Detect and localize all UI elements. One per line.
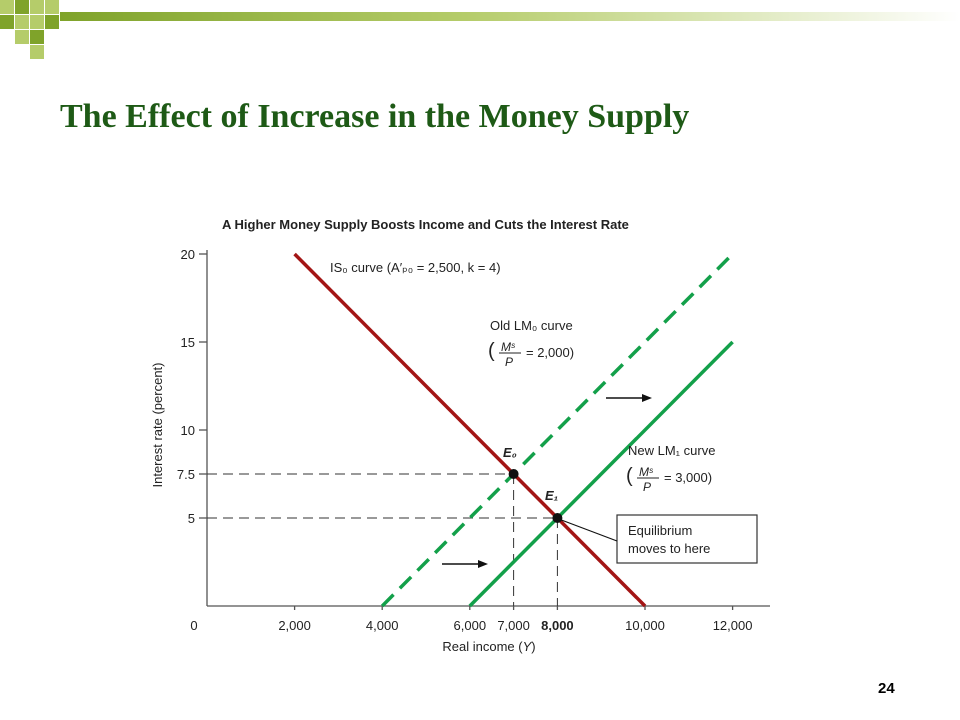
new-lm-p: P <box>643 480 651 494</box>
label-e1: E₁ <box>545 488 558 503</box>
deco-square <box>30 15 44 29</box>
x-tick-label: 6,000 <box>454 618 487 633</box>
deco-square <box>30 30 44 44</box>
equilibrium-callout-line2: moves to here <box>628 541 710 556</box>
x-tick-label: 7,000 <box>497 618 530 633</box>
deco-square <box>45 15 59 29</box>
curve-is0 <box>293 252 647 608</box>
x-tick-label: 4,000 <box>366 618 399 633</box>
deco-top-bar <box>60 12 960 21</box>
new-lm-ms: Mˢ <box>639 465 654 479</box>
is-curve-label: IS₀ curve (A′ₚ₀ = 2,500, k = 4) <box>330 260 501 275</box>
deco-square <box>0 0 14 14</box>
deco-square <box>30 45 44 59</box>
equilibrium-callout-line1: Equilibrium <box>628 523 692 538</box>
deco-square <box>15 15 29 29</box>
deco-square <box>15 0 29 14</box>
shift-arrow-upper-head <box>642 394 652 402</box>
new-lm-label: New LM₁ curve <box>628 443 715 458</box>
new-lm-paren: ( <box>626 465 633 487</box>
slide-title: The Effect of Increase in the Money Supp… <box>60 98 690 135</box>
old-lm-eq: = 2,000) <box>526 345 574 360</box>
slide-number: 24 <box>878 680 895 697</box>
chart-title: A Higher Money Supply Boosts Income and … <box>222 217 629 232</box>
new-lm-eq: = 3,000) <box>664 470 712 485</box>
deco-square <box>0 15 14 29</box>
y-tick-label: 10 <box>181 423 195 438</box>
title-decoration <box>0 0 960 59</box>
equilibrium-point-e0 <box>508 469 519 479</box>
x-tick-label: 0 <box>190 618 197 633</box>
old-lm-p: P <box>505 355 513 369</box>
x-tick-label: 2,000 <box>278 618 311 633</box>
x-tick-label: 8,000 <box>541 618 574 633</box>
y-tick-label: 15 <box>181 335 195 350</box>
y-tick-label: 5 <box>188 511 195 526</box>
equilibrium-callout-pointer <box>561 519 618 542</box>
equilibrium-callout-box <box>616 514 758 564</box>
x-tick-label: 12,000 <box>713 618 753 633</box>
curve-lm0 <box>380 252 734 608</box>
old-lm-paren: ( <box>488 340 495 362</box>
deco-square <box>45 0 59 14</box>
label-e0: E₀ <box>503 445 517 460</box>
shift-arrow-lower-head <box>478 560 488 568</box>
old-lm-ms: Mˢ <box>501 340 516 354</box>
x-tick-label: 10,000 <box>625 618 665 633</box>
x-axis-label: Real income (Y) <box>442 639 535 654</box>
deco-square <box>15 30 29 44</box>
old-lm-label: Old LM₀ curve <box>490 318 573 333</box>
curve-lm1 <box>468 340 734 608</box>
y-tick-label: 7.5 <box>177 467 195 482</box>
deco-square <box>30 0 44 14</box>
y-tick-label: 20 <box>181 247 195 262</box>
equilibrium-point-e1 <box>552 513 563 523</box>
y-axis-label: Interest rate (percent) <box>150 363 165 488</box>
